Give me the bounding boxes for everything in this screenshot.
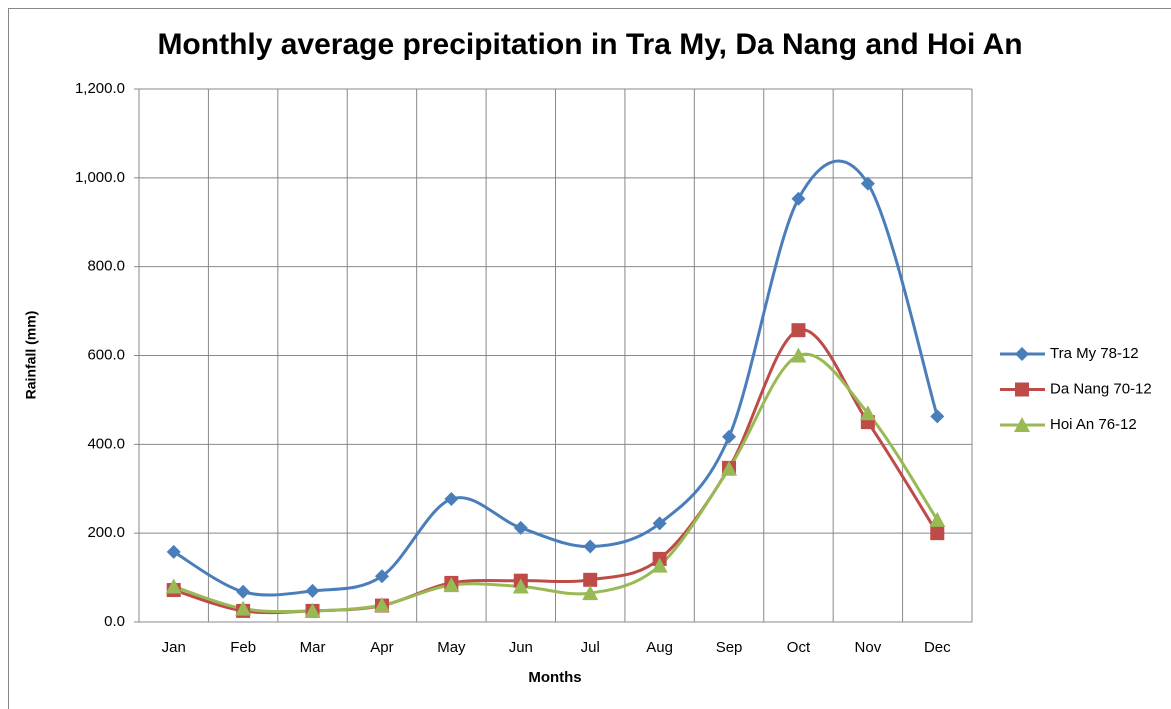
legend-label: Hoi An 76-12 <box>1050 416 1137 433</box>
y-tick-label: 600.0 <box>87 346 125 363</box>
y-axis-label: Rainfall (mm) <box>23 311 39 400</box>
y-tick-label: 1,200.0 <box>75 80 125 97</box>
marker <box>236 584 251 599</box>
marker <box>1015 382 1029 397</box>
marker <box>1015 347 1029 361</box>
x-tick-label: Nov <box>855 639 882 656</box>
marker <box>583 539 598 554</box>
marker <box>512 578 529 594</box>
y-tick-label: 400.0 <box>87 435 125 452</box>
x-tick-label: Jul <box>581 639 600 656</box>
marker <box>165 578 182 594</box>
marker <box>930 526 945 541</box>
y-tick-label: 200.0 <box>87 524 125 541</box>
marker <box>790 347 807 363</box>
marker <box>930 409 945 424</box>
marker <box>652 516 667 531</box>
marker <box>374 569 389 584</box>
x-tick-label: Dec <box>924 639 951 656</box>
marker <box>304 602 321 618</box>
marker <box>929 511 946 527</box>
marker <box>443 577 460 593</box>
y-tick-label: 0.0 <box>104 613 125 630</box>
marker <box>166 544 181 559</box>
marker <box>859 405 876 421</box>
y-tick-label: 800.0 <box>87 258 125 275</box>
x-tick-label: Jan <box>162 639 186 656</box>
x-tick-label: Aug <box>646 639 673 656</box>
y-tick-label: 1,000.0 <box>75 169 125 186</box>
marker <box>651 557 668 573</box>
x-tick-label: May <box>437 639 466 656</box>
marker <box>583 572 598 587</box>
marker <box>235 600 252 616</box>
x-tick-label: Apr <box>370 639 393 656</box>
marker <box>373 597 390 613</box>
marker <box>582 585 599 601</box>
legend-label: Tra My 78-12 <box>1050 345 1139 362</box>
x-tick-label: Jun <box>509 639 533 656</box>
x-tick-label: Feb <box>230 639 256 656</box>
marker <box>721 460 738 476</box>
chart-title: Monthly average precipitation in Tra My,… <box>157 28 1022 61</box>
marker <box>860 176 875 191</box>
x-axis-label: Months <box>528 669 581 686</box>
marker <box>305 583 320 598</box>
legend-label: Da Nang 70-12 <box>1050 380 1152 397</box>
marker <box>791 323 806 338</box>
chart-frame <box>8 8 1171 709</box>
marker <box>513 520 528 535</box>
marker <box>722 429 737 444</box>
x-tick-label: Mar <box>300 639 326 656</box>
x-tick-label: Sep <box>716 639 743 656</box>
marker <box>791 191 806 206</box>
marker <box>1014 417 1030 432</box>
marker <box>444 491 459 506</box>
x-tick-label: Oct <box>787 639 811 656</box>
